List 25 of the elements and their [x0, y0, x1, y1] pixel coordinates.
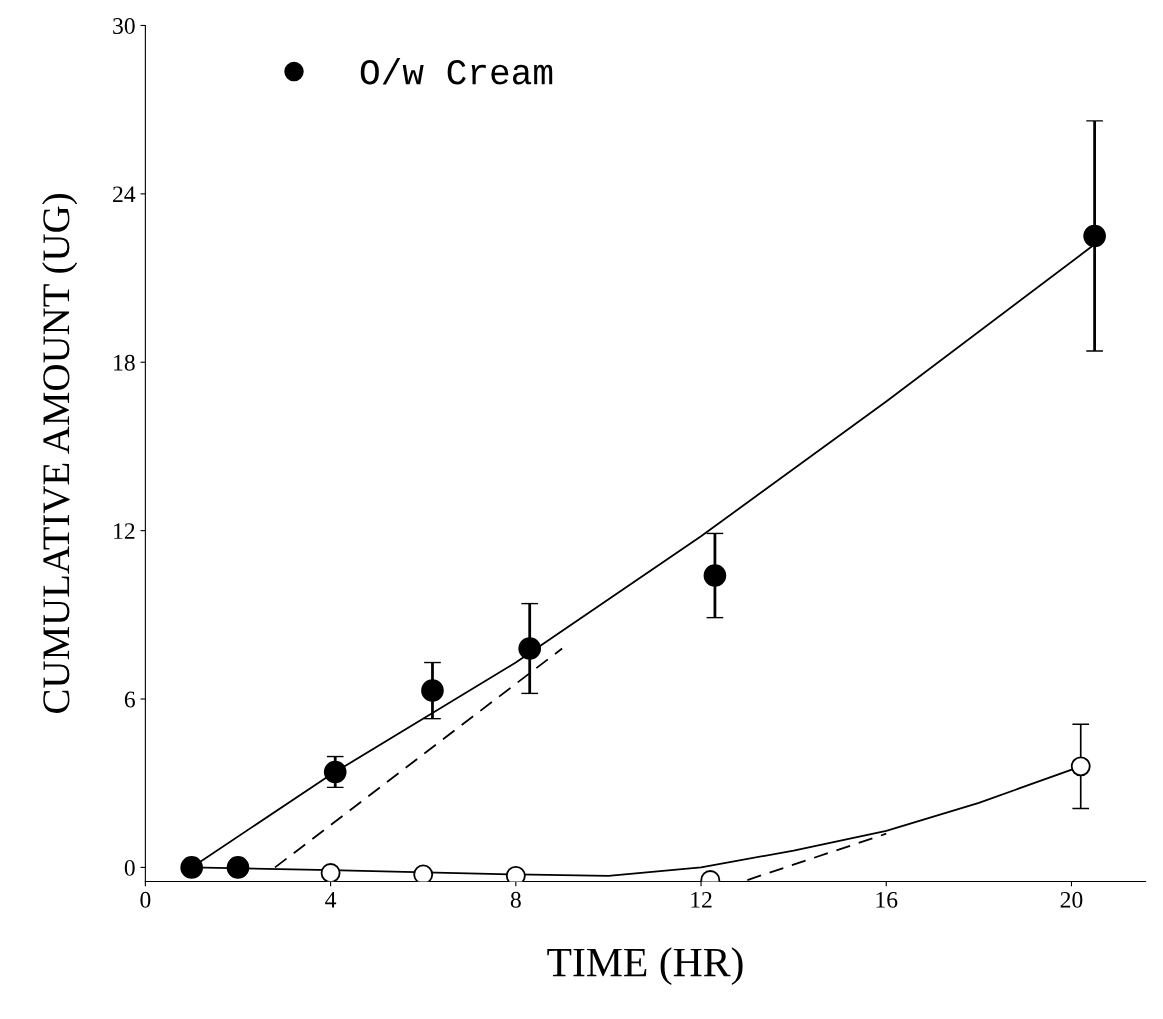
x-tick-label: 12: [691, 891, 712, 908]
point: [413, 864, 434, 882]
point: [1070, 756, 1091, 777]
x-tick-label: 20: [1060, 891, 1083, 908]
point: [323, 760, 347, 784]
legend-label: O/w Cream: [360, 57, 553, 85]
point: [180, 856, 204, 879]
point: [226, 856, 250, 879]
point: [703, 564, 727, 587]
y-tick-label: 24: [113, 186, 136, 203]
x-tick-label: 0: [140, 891, 151, 908]
y-tick-label: 12: [114, 523, 135, 539]
point: [320, 863, 341, 882]
x-tick-label: 4: [325, 892, 337, 908]
y-tick-label: 30: [113, 17, 135, 34]
point: [518, 637, 542, 660]
y-tick-label: 0: [124, 859, 135, 876]
y-tick-label: 18: [114, 354, 135, 371]
y-axis-title: CUMULATIVE AMOUNT (UG): [42, 194, 78, 713]
point: [421, 679, 444, 702]
x-tick-label: 16: [876, 891, 898, 908]
x-axis-title: TIME (HR): [547, 947, 743, 986]
y-tick-label: 6: [124, 691, 135, 708]
point: [1083, 224, 1106, 248]
x-tick-label: 8: [510, 891, 521, 908]
